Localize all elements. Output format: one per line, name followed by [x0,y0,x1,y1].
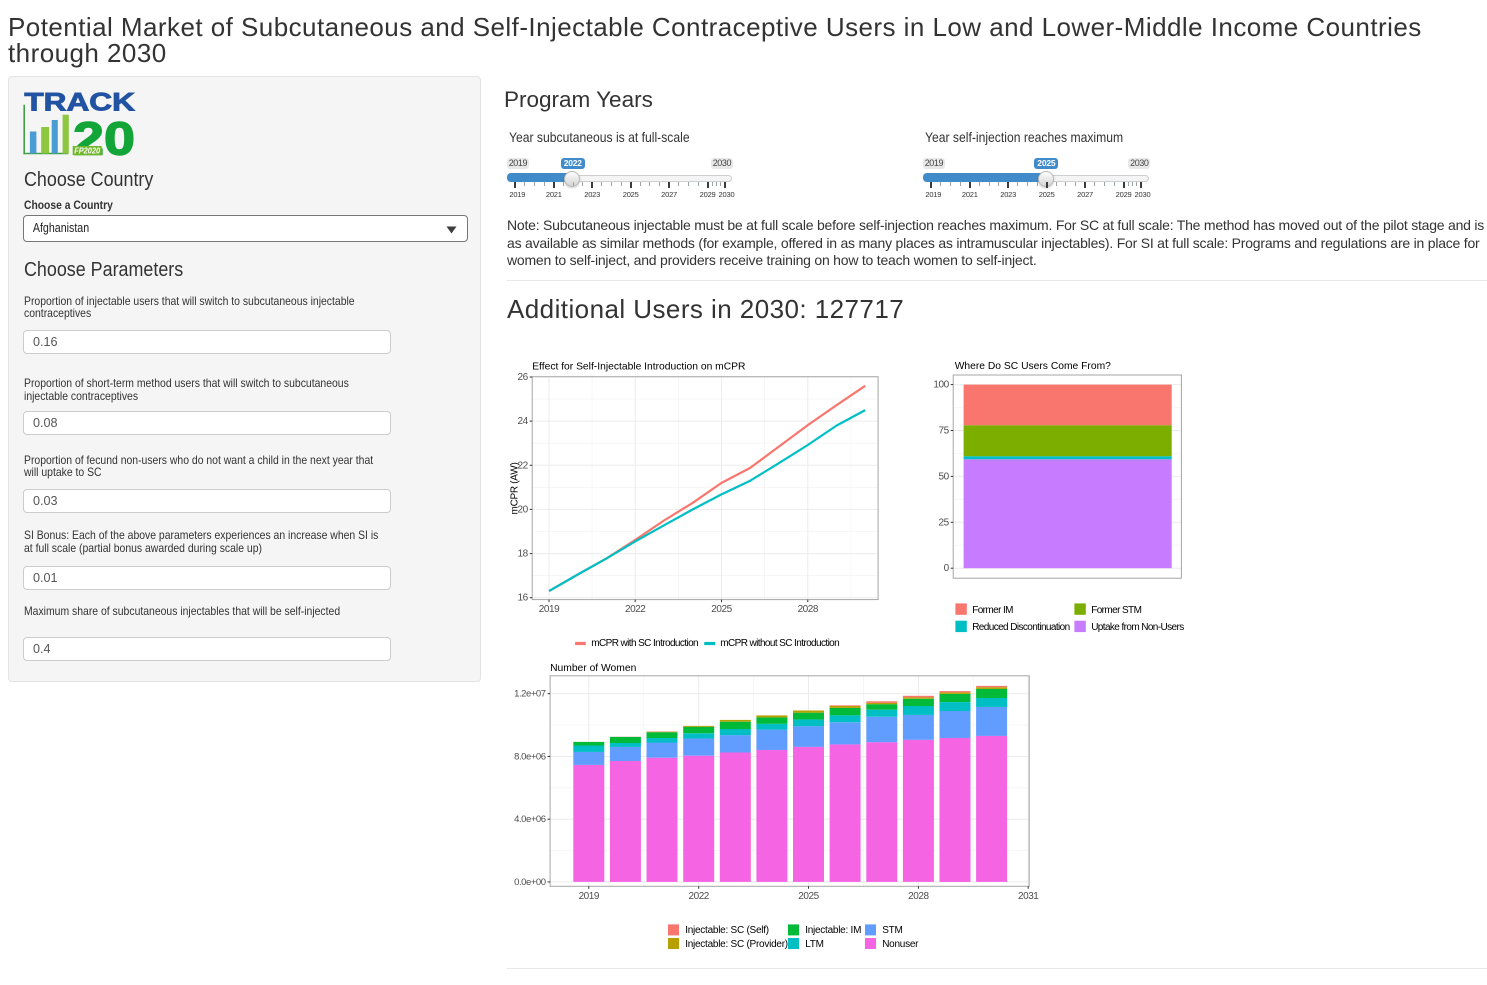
svg-text:2025: 2025 [711,604,732,615]
svg-text:mCPR (AW): mCPR (AW) [509,463,520,515]
svg-text:Reduced Discontinuation: Reduced Discontinuation [972,622,1069,633]
svg-text:2019: 2019 [579,891,600,902]
svg-text:18: 18 [517,549,528,560]
svg-text:100: 100 [933,380,949,391]
svg-text:2028: 2028 [908,891,929,902]
svg-text:20: 20 [73,112,135,156]
svg-text:26: 26 [517,372,528,383]
svg-text:20: 20 [517,504,528,515]
svg-text:1.2e+07: 1.2e+07 [514,689,546,700]
svg-text:Injectable: SC (Provider): Injectable: SC (Provider) [685,939,788,950]
svg-text:FP2020: FP2020 [74,146,101,155]
svg-text:TRACK: TRACK [24,90,135,116]
svg-text:LTM: LTM [805,939,824,950]
svg-text:2031: 2031 [1018,891,1039,902]
svg-text:2028: 2028 [798,604,819,615]
svg-text:mCPR with SC Introduction: mCPR with SC Introduction [591,638,698,649]
svg-text:2022: 2022 [688,891,709,902]
svg-text:50: 50 [938,471,949,482]
svg-text:0: 0 [944,563,950,574]
svg-text:4.0e+06: 4.0e+06 [514,814,546,825]
svg-text:Where Do SC Users Come From?: Where Do SC Users Come From? [955,361,1111,372]
svg-text:STM: STM [882,925,902,936]
svg-text:Effect for Self-Injectable Int: Effect for Self-Injectable Introduction … [532,361,745,372]
svg-text:25: 25 [938,517,949,528]
svg-text:Former STM: Former STM [1091,605,1141,616]
svg-text:Number of Women: Number of Women [550,663,636,674]
svg-text:24: 24 [517,416,528,427]
svg-text:Uptake from Non-Users: Uptake from Non-Users [1091,622,1184,633]
svg-text:22: 22 [517,460,528,471]
svg-text:Injectable: IM: Injectable: IM [805,925,861,936]
svg-text:mCPR without SC Introduction: mCPR without SC Introduction [720,638,839,649]
svg-text:Injectable: SC (Self): Injectable: SC (Self) [685,925,769,936]
svg-text:8.0e+06: 8.0e+06 [514,752,546,763]
svg-text:2019: 2019 [539,604,560,615]
svg-text:2025: 2025 [798,891,819,902]
svg-text:Former IM: Former IM [972,605,1013,616]
svg-text:75: 75 [938,426,949,437]
svg-text:2022: 2022 [625,604,646,615]
svg-text:0.0e+00: 0.0e+00 [514,877,546,888]
svg-text:16: 16 [517,593,528,604]
svg-text:Nonuser: Nonuser [882,939,919,950]
